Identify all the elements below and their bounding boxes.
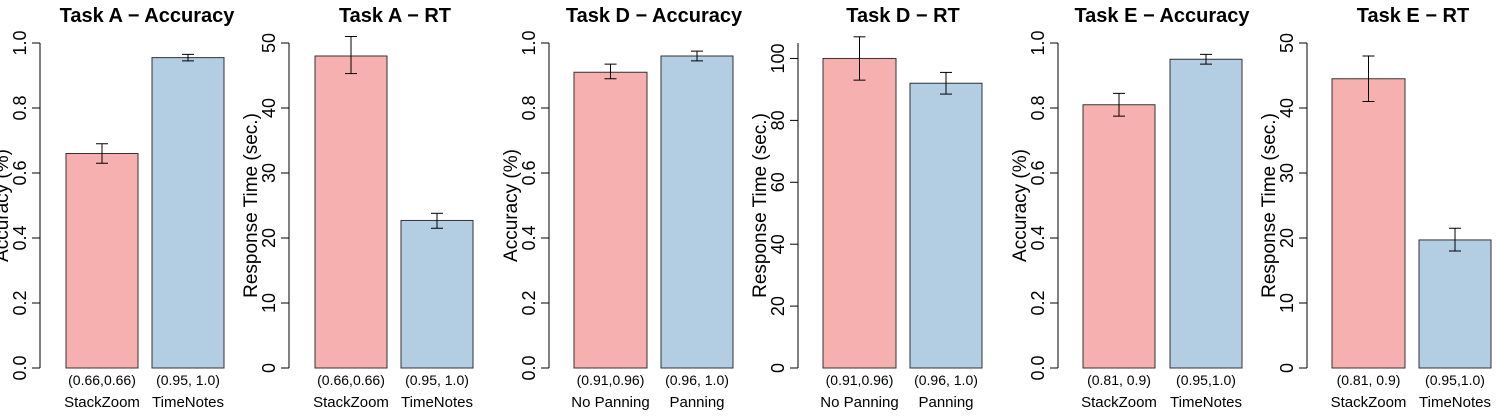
y-tick-label: 20: [259, 228, 279, 248]
y-axis-label: Response Time (sec.): [241, 113, 262, 298]
y-tick-label: 0: [768, 363, 788, 373]
bar-2: [1418, 239, 1492, 369]
interval-label-1: (0.81, 0.9): [1337, 372, 1401, 388]
y-tick-label: 0.6: [1028, 160, 1048, 185]
y-tick-label: 10: [259, 293, 279, 313]
y-tick-label: 0.4: [10, 225, 30, 250]
y-tick-label: 80: [768, 110, 788, 130]
y-tick-label: 0.6: [10, 160, 30, 185]
category-label-2: Panning: [918, 394, 973, 411]
y-tick-label: 0.4: [519, 225, 539, 250]
category-label-1: No Panning: [820, 394, 898, 411]
y-tick-label: 40: [1277, 98, 1297, 118]
y-tick-label: 40: [768, 234, 788, 254]
y-tick-label: 0.8: [10, 95, 30, 120]
interval-label-2: (0.96, 1.0): [914, 372, 978, 388]
category-label-2: TimeNotes: [401, 394, 473, 411]
interval-label-1: (0.66,0.66): [317, 372, 385, 388]
chart-panel-3: Task D − Accuracy 0.0 0.2 0.4 0.6 0.8 1.0 Accur…: [501, 5, 743, 411]
y-tick-label: 40: [259, 98, 279, 118]
interval-label-2: (0.95,1.0): [1176, 372, 1236, 388]
chart-panel-5: Task E − Accuracy 0.0 0.2 0.4 0.6 0.8 1.0 Accur…: [1010, 5, 1250, 411]
y-tick-label: 20: [768, 296, 788, 316]
y-tick-label: 10: [1277, 293, 1297, 313]
chart-title: Task E − RT: [1357, 5, 1469, 27]
y-axis-label: Accuracy (%): [501, 149, 522, 262]
y-tick-label: 0.8: [519, 95, 539, 120]
bar-2: [660, 55, 734, 369]
y-tick-label: 1.0: [10, 30, 30, 55]
y-tick-label: 0.6: [519, 160, 539, 185]
bar-1: [314, 55, 388, 369]
y-tick-label: 50: [1277, 33, 1297, 53]
y-tick-label: 50: [259, 33, 279, 53]
category-label-2: TimeNotes: [152, 394, 224, 411]
chart-panel-6: Task E − RT 0 10 20 30 40 50 Response Time (sec…: [1259, 5, 1492, 411]
bar-1: [573, 71, 648, 369]
category-label-1: StackZoom: [313, 394, 389, 411]
y-tick-label: 0: [259, 363, 279, 373]
y-axis-label: Accuracy (%): [1010, 149, 1031, 262]
category-label-2: TimeNotes: [1419, 394, 1491, 411]
y-axis-label: Response Time (sec.): [750, 113, 771, 298]
interval-label-2: (0.95, 1.0): [405, 372, 469, 388]
y-tick-label: 30: [259, 163, 279, 183]
category-label-2: Panning: [669, 394, 724, 411]
chart-title: Task E − Accuracy: [1074, 5, 1250, 27]
chart-title: Task D − RT: [846, 5, 960, 27]
interval-label-1: (0.91,0.96): [577, 372, 645, 388]
chart-title: Task A − Accuracy: [60, 5, 236, 27]
bar-2: [400, 219, 474, 369]
y-tick-label: 0.2: [10, 290, 30, 315]
y-tick-label: 0: [1277, 363, 1297, 373]
y-axis-label: Response Time (sec.): [1259, 113, 1280, 298]
bar-2: [1169, 58, 1243, 369]
y-tick-label: 0.0: [10, 355, 30, 380]
interval-label-1: (0.91,0.96): [826, 372, 894, 388]
y-tick-label: 0.8: [1028, 95, 1048, 120]
y-tick-label: 60: [768, 172, 788, 192]
y-tick-label: 0.0: [1028, 355, 1048, 380]
bar-1: [1331, 78, 1406, 369]
category-label-2: TimeNotes: [1170, 394, 1242, 411]
y-tick-label: 100: [768, 43, 788, 73]
bar-1: [65, 153, 139, 369]
y-tick-label: 0.0: [519, 355, 539, 380]
chart-title: Task A − RT: [339, 5, 451, 27]
bar-1: [1082, 104, 1156, 369]
interval-label-1: (0.81, 0.9): [1087, 372, 1151, 388]
chart-panel-2: Task A − RT 0 10 20 30 40 50 Response Time (sec…: [241, 5, 474, 411]
bar-2: [909, 82, 983, 369]
y-tick-label: 0.4: [1028, 225, 1048, 250]
y-tick-label: 30: [1277, 163, 1297, 183]
y-axis-label: Accuracy (%): [0, 149, 13, 262]
y-tick-label: 1.0: [1028, 30, 1048, 55]
chart-panel-1: Task A − Accuracy 0.0 0.2 0.4 0.6 0.8 1.0 Accur…: [0, 5, 235, 411]
y-tick-label: 20: [1277, 228, 1297, 248]
y-tick-label: 0.2: [519, 290, 539, 315]
bar-2: [151, 57, 225, 369]
interval-label-2: (0.96, 1.0): [665, 372, 729, 388]
bar-1: [822, 57, 897, 369]
chart-title: Task D − Accuracy: [566, 5, 743, 27]
category-label-1: StackZoom: [64, 394, 140, 411]
interval-label-2: (0.95, 1.0): [156, 372, 220, 388]
interval-label-1: (0.66,0.66): [68, 372, 136, 388]
category-label-1: No Panning: [571, 394, 649, 411]
category-label-1: StackZoom: [1081, 394, 1157, 411]
interval-label-2: (0.95,1.0): [1425, 372, 1485, 388]
y-tick-label: 0.2: [1028, 290, 1048, 315]
y-tick-label: 1.0: [519, 30, 539, 55]
category-label-1: StackZoom: [1331, 394, 1407, 411]
chart-panel-4: Task D − RT 0 20 40 60 80 100 Response Time (se…: [750, 5, 983, 411]
